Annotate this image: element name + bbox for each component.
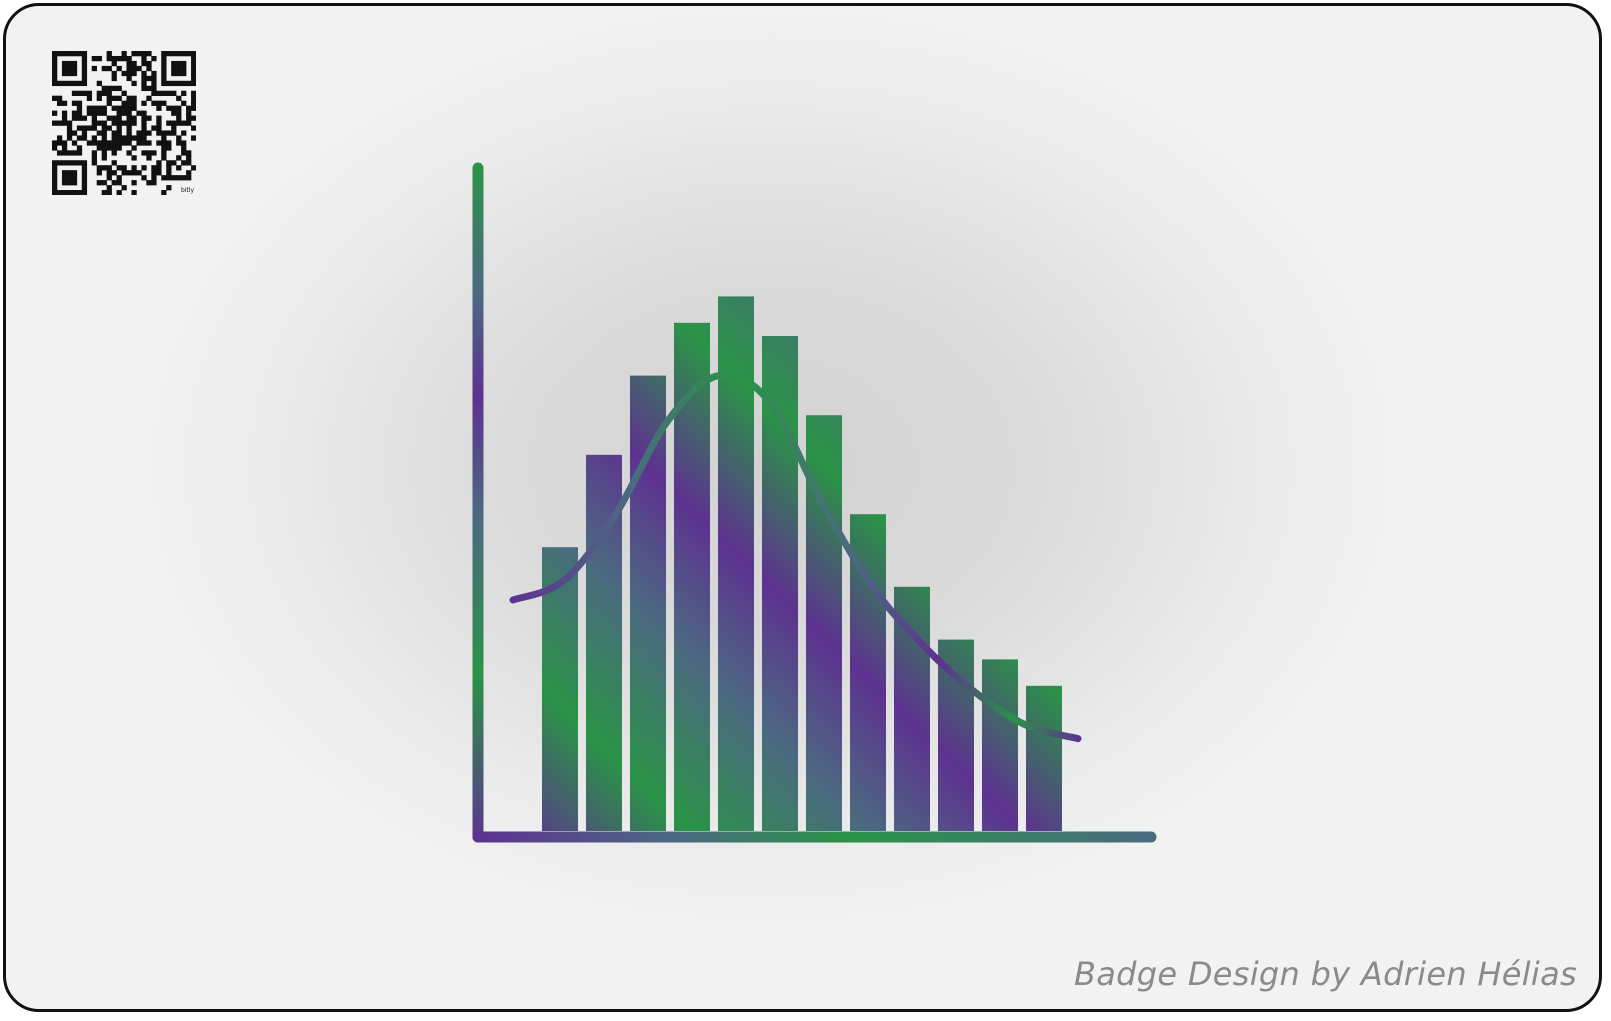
histogram-bar xyxy=(542,547,578,831)
histogram-bars xyxy=(542,296,1062,831)
histogram-bar xyxy=(894,586,930,831)
histogram-bar xyxy=(674,322,710,831)
qr-code-icon[interactable]: bitly xyxy=(52,51,197,196)
histogram-bar xyxy=(630,375,666,831)
histogram-bar xyxy=(762,336,798,831)
qr-caption: bitly xyxy=(181,187,194,194)
histogram-bar xyxy=(1026,685,1062,831)
badge-card: bitly xyxy=(3,3,1602,1012)
qr-code-graphic: bitly xyxy=(52,51,197,196)
designer-credit: Badge Design by Adrien Hélias xyxy=(1073,955,1577,993)
histogram-bar xyxy=(938,639,974,831)
distribution-curve xyxy=(509,371,1082,743)
histogram-chart-icon xyxy=(472,162,1157,843)
histogram-bar xyxy=(982,659,1018,831)
